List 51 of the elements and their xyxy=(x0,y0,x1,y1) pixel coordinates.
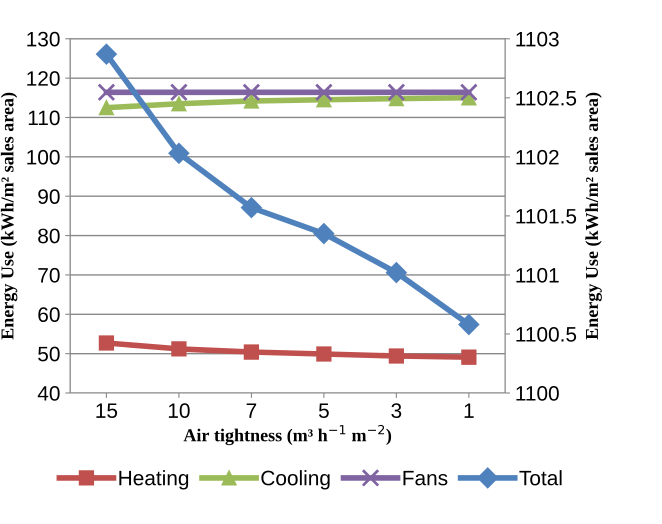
y2-tick-label: 1101 xyxy=(516,268,559,283)
y-tick-label: 50 xyxy=(38,346,60,362)
y2-tick-label: 1102.5 xyxy=(516,90,576,106)
point xyxy=(460,83,478,102)
point xyxy=(98,335,114,351)
point xyxy=(387,83,406,102)
x-tick-label: 1 xyxy=(464,403,474,418)
y-tick-label: 40 xyxy=(38,386,60,401)
point xyxy=(170,83,188,102)
y-tick-label: 110 xyxy=(28,110,60,126)
legend-label: Heating xyxy=(119,470,188,490)
y-axis-title: Energy Use (kWh/m² sales area) xyxy=(0,92,18,340)
point xyxy=(458,314,480,336)
point xyxy=(171,341,187,357)
y2-tick-label: 1100 xyxy=(516,386,559,401)
y2-tick-label: 1103 xyxy=(516,32,559,47)
y2-tick-label: 1100.5 xyxy=(516,326,576,342)
x-tick-label: 15 xyxy=(96,403,118,418)
y-tick-label: 90 xyxy=(38,189,60,204)
point xyxy=(314,83,333,102)
y-tick-label: 70 xyxy=(38,268,60,283)
legend-label: Fans xyxy=(404,470,448,486)
x-tick-label: 3 xyxy=(391,403,402,418)
y-tick-label: 130 xyxy=(27,32,60,47)
x-axis-title: Air tightness (m³ h$^{−1}$ m$^{−2}$) xyxy=(184,424,392,446)
y2-axis-title: Energy Use (kWh/m² sales area) xyxy=(585,92,602,340)
point xyxy=(461,350,476,365)
point xyxy=(388,348,404,364)
point xyxy=(97,83,116,102)
y-tick-label: 80 xyxy=(38,228,60,244)
y-tick-label: 120 xyxy=(27,71,60,86)
point xyxy=(171,96,187,112)
x-tick-label: 7 xyxy=(246,403,256,418)
point xyxy=(242,83,260,102)
point xyxy=(96,44,117,65)
x-tick-label: 5 xyxy=(318,403,329,418)
point xyxy=(316,346,332,362)
point xyxy=(98,100,114,116)
y2-tick-label: 1102 xyxy=(516,150,559,165)
point xyxy=(313,223,334,244)
point xyxy=(240,197,262,218)
y2-tick-label: 1101.5 xyxy=(516,208,576,224)
legend-label: Cooling xyxy=(261,470,330,490)
y-tick-label: 60 xyxy=(38,307,60,322)
x-tick-label: 10 xyxy=(168,403,190,418)
point xyxy=(386,262,407,284)
legend-label: Total xyxy=(519,470,562,486)
y-tick-label: 100 xyxy=(27,150,60,165)
point xyxy=(244,93,260,109)
point xyxy=(168,142,190,164)
point xyxy=(244,344,260,360)
